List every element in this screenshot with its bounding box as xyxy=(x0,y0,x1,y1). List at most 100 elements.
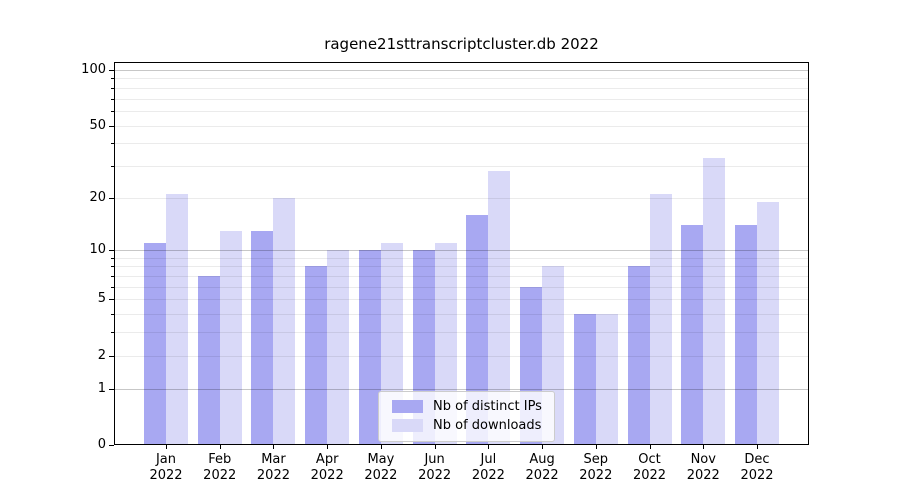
x-tick-mark-nov xyxy=(703,445,705,449)
bar-downloads-mar xyxy=(273,197,296,445)
y-tick-mark-5 xyxy=(109,299,114,301)
x-tick-label-dec: Dec 2022 xyxy=(740,452,774,483)
bar-downloads-oct xyxy=(649,193,672,445)
y-minor-tick-mark-40 xyxy=(111,143,114,145)
y-tick-mark-1 xyxy=(109,388,114,390)
x-tick-mark-jul xyxy=(488,445,490,449)
bar-downloads-dec xyxy=(757,201,779,445)
y-minor-tick-mark-8 xyxy=(111,266,114,268)
y-tick-label-100: 100 xyxy=(81,62,106,77)
legend: Nb of distinct IPs Nb of downloads xyxy=(378,391,555,442)
x-tick-mark-mar xyxy=(273,445,275,449)
y-minor-tick-mark-90 xyxy=(111,78,114,80)
x-tick-mark-apr xyxy=(327,445,329,449)
gridline-minor-7 xyxy=(115,276,808,278)
x-tick-label-jun: Jun 2022 xyxy=(418,452,452,483)
y-minor-tick-mark-7 xyxy=(111,276,114,278)
x-tick-label-feb: Feb 2022 xyxy=(203,452,237,483)
x-tick-mark-jun xyxy=(434,445,436,449)
gridline-minor-20 xyxy=(115,197,808,199)
bar-downloads-feb xyxy=(219,230,242,445)
x-tick-label-mar: Mar 2022 xyxy=(256,452,290,483)
gridline-minor-3 xyxy=(115,332,808,334)
x-tick-label-oct: Oct 2022 xyxy=(632,452,667,483)
bar-distinct-ips-dec xyxy=(735,224,757,445)
y-tick-label-2: 2 xyxy=(97,347,106,363)
bar-distinct-ips-mar xyxy=(251,230,274,445)
legend-swatch-distinct-ips xyxy=(392,400,423,413)
y-tick-label-5: 5 xyxy=(97,291,106,307)
gridline-minor-8 xyxy=(115,266,808,268)
gridline-minor-60 xyxy=(115,110,808,112)
bar-distinct-ips-apr xyxy=(305,266,328,445)
y-tick-label-10: 10 xyxy=(89,242,106,258)
bar-downloads-apr xyxy=(327,250,350,445)
legend-item-downloads: Nb of downloads xyxy=(392,416,542,435)
y-minor-tick-mark-3 xyxy=(111,332,114,334)
y-tick-label-50: 50 xyxy=(89,117,106,133)
x-tick-mark-dec xyxy=(757,445,758,449)
bar-downloads-jul xyxy=(488,171,511,445)
x-tick-mark-feb xyxy=(219,445,221,449)
y-tick-label-20: 20 xyxy=(89,189,106,205)
bar-distinct-ips-feb xyxy=(197,276,220,445)
x-tick-mark-jan xyxy=(166,445,167,449)
bar-distinct-ips-oct xyxy=(627,266,650,445)
x-tick-mark-may xyxy=(380,445,382,449)
legend-swatch-downloads xyxy=(392,419,423,432)
bar-distinct-ips-jan xyxy=(144,243,166,445)
legend-item-distinct-ips: Nb of distinct IPs xyxy=(392,397,542,416)
gridline-minor-80 xyxy=(115,87,808,89)
y-minor-tick-mark-60 xyxy=(111,110,114,112)
y-minor-tick-mark-4 xyxy=(111,314,114,316)
plot-border xyxy=(114,62,809,445)
gridline-minor-6 xyxy=(115,286,808,288)
y-minor-tick-mark-9 xyxy=(111,257,114,259)
legend-label-downloads: Nb of downloads xyxy=(433,418,542,433)
bar-downloads-nov xyxy=(703,158,726,445)
y-tick-mark-20 xyxy=(109,197,114,199)
gridline-minor-2 xyxy=(115,355,808,357)
bar-distinct-ips-sep xyxy=(573,314,596,445)
y-minor-tick-mark-80 xyxy=(111,87,114,89)
gridline-minor-40 xyxy=(115,143,808,145)
x-tick-mark-sep xyxy=(595,445,597,449)
x-tick-label-jan: Jan 2022 xyxy=(149,452,183,483)
gridline-major-10 xyxy=(115,250,808,252)
y-tick-mark-10 xyxy=(109,250,114,252)
bar-distinct-ips-nov xyxy=(681,224,704,445)
gridline-minor-4 xyxy=(115,314,808,316)
bar-distinct-ips-may xyxy=(358,250,381,445)
x-tick-label-jul: Jul 2022 xyxy=(471,452,505,483)
x-tick-label-apr: Apr 2022 xyxy=(310,452,344,483)
bar-downloads-jan xyxy=(166,193,188,445)
gridline-minor-90 xyxy=(115,78,808,80)
x-tick-label-sep: Sep 2022 xyxy=(579,452,613,483)
y-tick-label-1: 1 xyxy=(97,380,106,396)
x-tick-label-may: May 2022 xyxy=(364,452,398,483)
gridline-minor-5 xyxy=(115,299,808,301)
y-tick-mark-0 xyxy=(109,445,114,446)
y-tick-mark-50 xyxy=(109,125,114,127)
x-tick-label-nov: Nov 2022 xyxy=(686,452,720,483)
gridline-minor-9 xyxy=(115,257,808,259)
bar-downloads-sep xyxy=(595,314,618,445)
x-tick-label-aug: Aug 2022 xyxy=(525,452,559,483)
chart-title: ragene21sttranscriptcluster.db 2022 xyxy=(324,35,599,53)
x-tick-mark-oct xyxy=(649,445,651,449)
y-tick-mark-100 xyxy=(109,70,114,71)
x-tick-mark-aug xyxy=(542,445,544,449)
gridline-minor-30 xyxy=(115,165,808,167)
legend-label-distinct-ips: Nb of distinct IPs xyxy=(433,399,542,414)
bar-distinct-ips-jul xyxy=(466,214,489,445)
y-tick-label-0: 0 xyxy=(97,437,106,452)
gridline-minor-70 xyxy=(115,98,808,100)
y-minor-tick-mark-6 xyxy=(111,286,114,288)
y-minor-tick-mark-70 xyxy=(111,98,114,100)
y-tick-mark-2 xyxy=(109,355,114,357)
gridline-minor-50 xyxy=(115,125,808,127)
y-minor-tick-mark-30 xyxy=(111,165,114,167)
